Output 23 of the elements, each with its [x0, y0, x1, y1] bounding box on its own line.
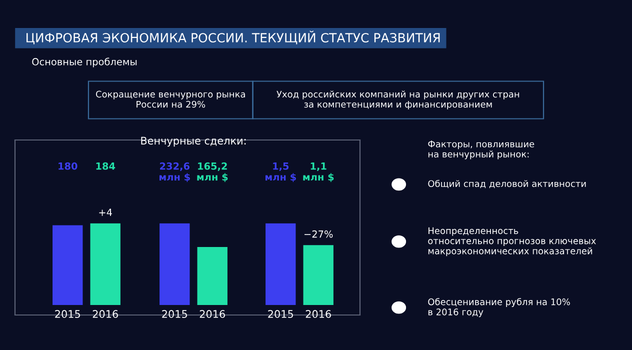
text: Неопределенность относительно прогнозов ключевых макроэкономических показателей — [428, 227, 596, 256]
annotation: −27% — [304, 230, 333, 238]
x-tick-label: 2016 — [306, 310, 331, 318]
x-tick-label: 2016 — [92, 310, 118, 318]
text: Сокращение венчурного рынка России на 29% — [96, 90, 245, 108]
text: Факторы, повлиявшие на венчурный рынок: — [428, 140, 534, 160]
data-label: 1,5 млн $ — [265, 162, 296, 182]
annotation: +4 — [99, 208, 112, 216]
text: Общий спад деловой активности — [428, 180, 586, 188]
x-tick-label: 2016 — [200, 310, 225, 318]
text: Основные проблемы — [32, 58, 137, 68]
text: Обесценивание рубля на 10% в 2016 году — [428, 298, 570, 318]
data-label: 180 — [58, 162, 78, 170]
data-label: 184 — [96, 162, 116, 170]
text: Уход российских компаний на рынки других стран за компетенциями и финансированием — [276, 90, 520, 110]
x-tick-label: 2015 — [162, 310, 187, 318]
x-tick-label: 2015 — [55, 310, 80, 318]
data-label: 232,6 млн $ — [159, 162, 190, 182]
x-tick-label: 2015 — [268, 310, 293, 318]
data-label: 1,1 млн $ — [303, 162, 334, 182]
data-label: 165,2 млн $ — [197, 162, 228, 182]
text: ЦИФРОВАЯ ЭКОНОМИКА РОССИИ. ТЕКУЩИЙ СТАТУС РАЗВИТИЯ — [26, 30, 440, 44]
chart-title: Венчурные сделки: — [141, 136, 246, 147]
